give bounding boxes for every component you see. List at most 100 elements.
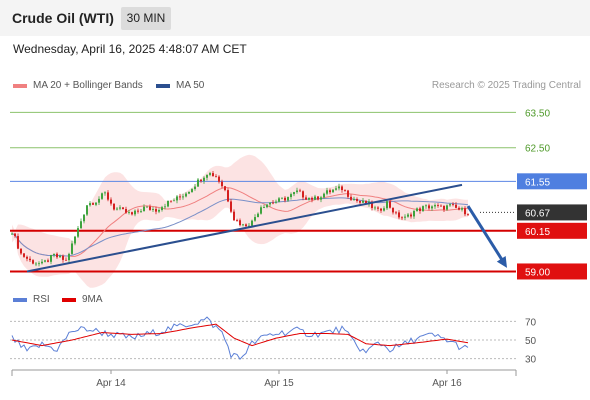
timeframe-button[interactable]: 30 MIN: [121, 7, 171, 30]
price-tag-3: [517, 204, 587, 221]
x-tick-label-1: Apr 15: [264, 378, 294, 389]
candle-body: [329, 190, 331, 193]
legend-rsi-label: RSI: [33, 294, 50, 305]
candle-body: [443, 205, 445, 210]
candle-body: [440, 205, 442, 207]
candle-body: [365, 200, 367, 205]
candle-body: [68, 253, 70, 261]
rsi-ma-line: [11, 323, 469, 347]
candle-body: [224, 186, 226, 191]
candle-body: [305, 197, 307, 200]
candle-body: [275, 201, 277, 203]
candle-body: [389, 201, 391, 208]
candle-body: [245, 224, 247, 227]
candle-body: [203, 177, 205, 182]
candle-body: [125, 208, 127, 213]
candle-body: [392, 207, 394, 213]
candle-body: [161, 207, 163, 211]
candle-body: [122, 207, 124, 209]
candle-body: [50, 254, 52, 262]
candle-body: [119, 207, 121, 209]
candle-body: [44, 260, 46, 262]
candle-body: [254, 217, 256, 221]
candle-body: [293, 192, 295, 195]
timestamp: Wednesday, April 16, 2025 4:48:07 AM CET: [13, 42, 247, 56]
price-tag-2: [517, 173, 587, 190]
candle-body: [410, 214, 412, 217]
candle-body: [32, 260, 34, 264]
candle-body: [425, 205, 427, 207]
price-label-3: 60.67: [525, 208, 550, 219]
candle-body: [29, 258, 31, 261]
candle-body: [449, 204, 451, 206]
candle-body: [182, 196, 184, 198]
candle-body: [176, 196, 178, 201]
candle-body: [179, 196, 181, 198]
candle-body: [101, 193, 103, 199]
rsi-tick-label-0: 70: [525, 317, 537, 328]
candle-body: [233, 211, 235, 221]
candle-body: [200, 179, 202, 182]
candle-body: [320, 197, 322, 200]
candle-body: [107, 192, 109, 200]
forecast-arrow-head: [496, 256, 507, 268]
candle-body: [260, 207, 262, 214]
candle-body: [347, 190, 349, 197]
candle-body: [11, 233, 13, 235]
candle-body: [209, 173, 211, 175]
candle-body: [14, 233, 16, 237]
candle-body: [92, 203, 94, 205]
candle-body: [359, 201, 361, 203]
candle-body: [242, 224, 244, 226]
candle-body: [20, 248, 22, 254]
candle-body: [95, 202, 97, 205]
rsi-line: [11, 316, 469, 361]
x-tick-label-0: Apr 14: [96, 378, 126, 389]
candle-body: [194, 186, 196, 190]
price-label-5: 59.00: [525, 267, 550, 278]
candle-body: [446, 205, 448, 210]
candle-body: [74, 236, 76, 244]
candle-body: [407, 214, 409, 217]
candle-body: [71, 243, 73, 254]
candle-body: [65, 259, 67, 261]
candle-body: [455, 204, 457, 208]
candle-body: [353, 198, 355, 200]
candle-body: [239, 220, 241, 226]
candle-body: [62, 255, 64, 260]
candle-body: [158, 210, 160, 212]
research-credit: Research © 2025 Trading Central: [431, 80, 581, 91]
candle-body: [218, 176, 220, 182]
candle-body: [86, 205, 88, 215]
candle-body: [113, 203, 115, 210]
ma9-swatch-icon: [62, 297, 76, 302]
legend-9ma: 9MA: [62, 294, 103, 305]
candle-body: [35, 263, 37, 265]
candle-body: [110, 199, 112, 204]
candle-body: [227, 190, 229, 202]
candle-body: [299, 190, 301, 192]
support-trendline: [26, 183, 463, 273]
candle-body: [317, 196, 319, 200]
candle-body: [395, 212, 397, 214]
x-tick-label-2: Apr 16: [432, 378, 462, 389]
ma20-swatch-icon: [13, 83, 27, 88]
legend-rsi: RSI: [13, 294, 50, 305]
candle-body: [458, 207, 460, 210]
candle-body: [80, 221, 82, 229]
candle-body: [374, 207, 376, 209]
candle-body: [98, 198, 100, 203]
candle-body: [89, 203, 91, 206]
candle-body: [170, 200, 172, 202]
candle-body: [47, 260, 49, 262]
candle-body: [332, 189, 334, 193]
candle-body: [377, 207, 379, 209]
candle-body: [386, 201, 388, 209]
candle-body: [269, 202, 271, 205]
candle-body: [287, 197, 289, 201]
candle-body: [53, 253, 55, 255]
candle-body: [437, 205, 439, 206]
candle-body: [398, 212, 400, 218]
candle-body: [131, 212, 133, 215]
